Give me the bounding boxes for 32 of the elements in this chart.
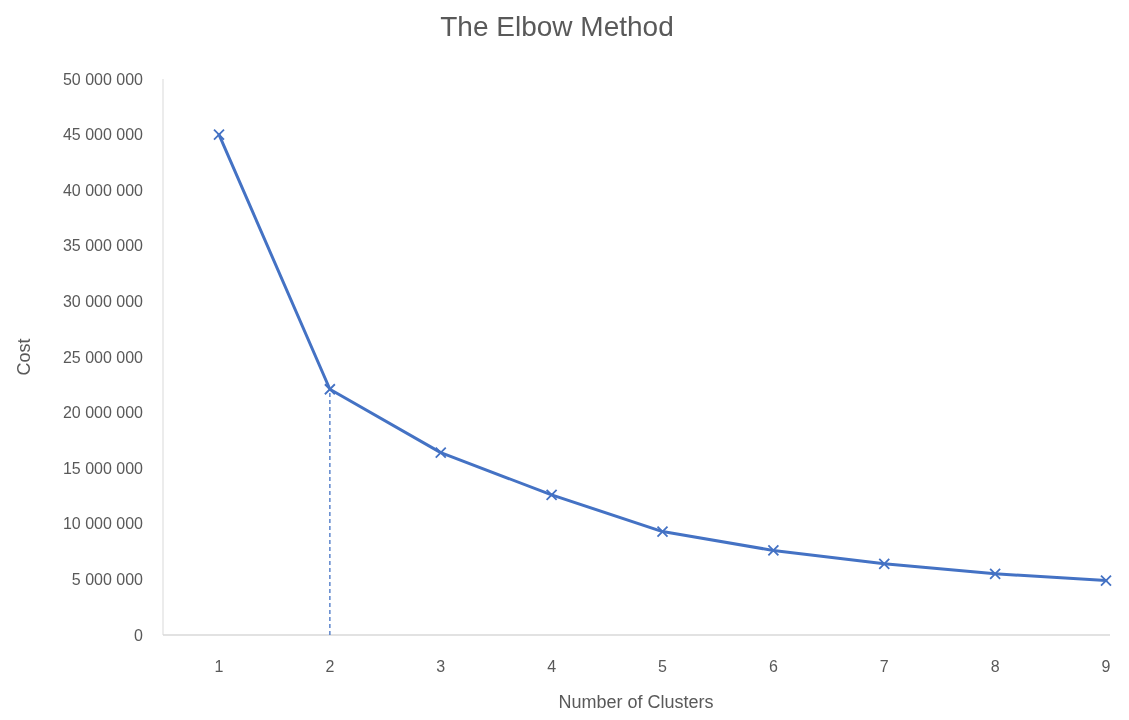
x-axis-title: Number of Clusters bbox=[558, 692, 714, 712]
x-tick-label: 7 bbox=[879, 658, 889, 675]
point bbox=[213, 128, 225, 141]
point bbox=[656, 525, 669, 538]
y-tick-label: 25 000 000 bbox=[62, 348, 144, 366]
point bbox=[989, 567, 1002, 580]
y-tick-label: 35 000 000 bbox=[62, 237, 144, 255]
x-tick-label: 8 bbox=[990, 658, 1000, 675]
y-tick-label: 45 000 000 bbox=[62, 126, 144, 144]
point bbox=[434, 446, 447, 459]
point bbox=[878, 557, 891, 570]
x-tick-label: 6 bbox=[768, 658, 778, 675]
y-tick-label: 50 000 000 bbox=[62, 70, 144, 88]
y-tick-label: 30 000 000 bbox=[62, 293, 144, 310]
y-axis-title: Cost bbox=[14, 338, 34, 376]
y-tick-label: 40 000 000 bbox=[62, 181, 144, 199]
x-tick-label: 9 bbox=[1101, 658, 1111, 675]
point bbox=[767, 544, 780, 557]
x-tick-label: 2 bbox=[325, 658, 335, 675]
y-tick-label: 15 000 000 bbox=[62, 459, 144, 477]
x-tick-label: 3 bbox=[436, 658, 446, 675]
point bbox=[323, 383, 336, 396]
x-tick-label: 5 bbox=[658, 658, 668, 675]
y-tick-label: 5 000 000 bbox=[71, 571, 144, 588]
y-tick-label: 20 000 000 bbox=[62, 404, 144, 422]
chart-title: The Elbow Method bbox=[440, 11, 674, 42]
y-tick-label: 10 000 000 bbox=[62, 515, 144, 533]
x-tick-label: 4 bbox=[547, 658, 557, 675]
y-tick-label: 0 bbox=[134, 626, 144, 644]
point bbox=[545, 488, 558, 501]
x-tick-label: 1 bbox=[214, 658, 224, 675]
point bbox=[1100, 574, 1112, 587]
